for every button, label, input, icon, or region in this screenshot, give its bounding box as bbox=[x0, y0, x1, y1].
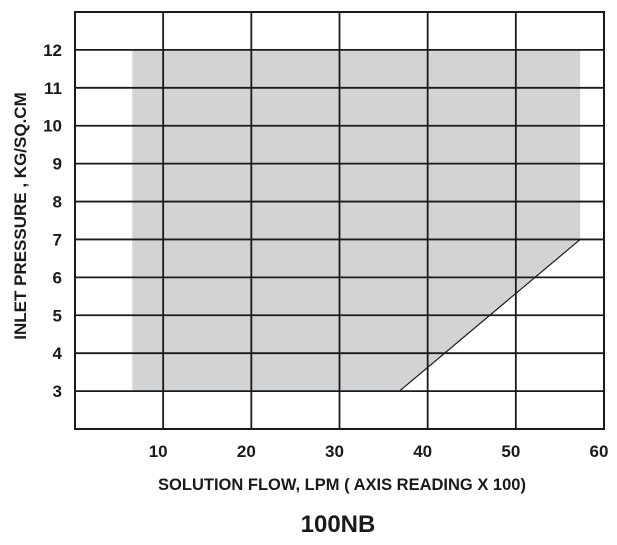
x-tick-label: 10 bbox=[149, 442, 168, 461]
y-tick-label: 9 bbox=[53, 155, 62, 174]
x-tick-label: 30 bbox=[325, 442, 344, 461]
grid-layer bbox=[74, 11, 605, 430]
region-layer bbox=[132, 49, 581, 392]
y-tick-label: 7 bbox=[53, 230, 62, 249]
x-tick-label: 60 bbox=[590, 442, 609, 461]
y-tick-label: 12 bbox=[43, 41, 62, 60]
y-tick-label: 11 bbox=[44, 79, 62, 98]
y-axis-label: INLET PRESSURE , KG/SQ.CM bbox=[11, 92, 30, 339]
tick-label-layer: 10 20 30 40 50 60 3 4 5 6 7 8 9 10 11 12 bbox=[43, 41, 608, 461]
x-axis-label: SOLUTION FLOW, LPM ( AXIS READING X 100) bbox=[158, 476, 526, 494]
plot-frame bbox=[74, 11, 605, 430]
y-tick-label: 6 bbox=[53, 268, 62, 287]
y-tick-label: 8 bbox=[53, 193, 62, 212]
operating-region bbox=[132, 49, 581, 392]
y-tick-label: 3 bbox=[53, 382, 62, 401]
x-tick-label: 40 bbox=[413, 442, 432, 461]
y-tick-label: 10 bbox=[43, 117, 62, 136]
x-tick-label: 20 bbox=[237, 442, 256, 461]
y-tick-label: 4 bbox=[53, 344, 63, 363]
chart-title: 100NB bbox=[301, 511, 376, 538]
x-tick-label: 50 bbox=[501, 442, 520, 461]
y-tick-label: 5 bbox=[53, 306, 62, 325]
